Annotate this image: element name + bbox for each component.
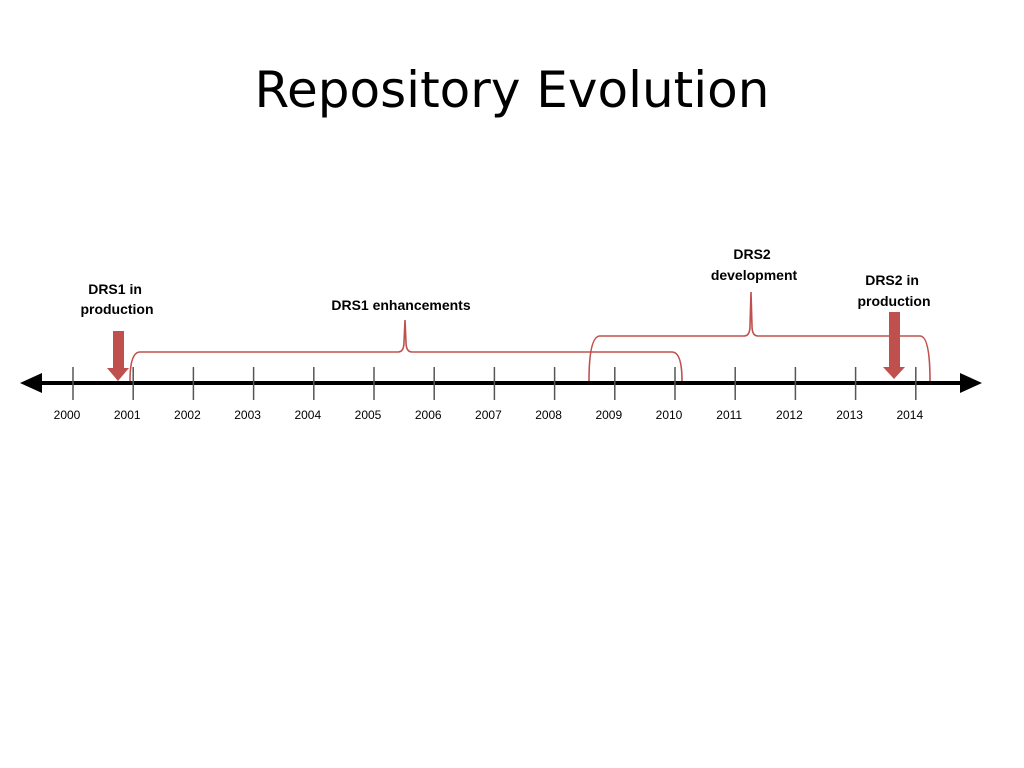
- drs2-down-arrow-icon: [883, 312, 905, 379]
- slide-title: Repository Evolution: [254, 61, 770, 119]
- drs2-development-label-line1: DRS2: [733, 246, 771, 262]
- year-label: 2003: [234, 408, 261, 422]
- axis-right-arrow: [960, 373, 982, 393]
- year-label: 2009: [595, 408, 622, 422]
- year-label: 2011: [716, 408, 742, 422]
- drs2-production-label-line1: DRS2 in: [865, 272, 919, 288]
- drs2-development-brace: [588, 291, 931, 382]
- drs1-enhancements-label: DRS1 enhancements: [331, 297, 470, 313]
- year-label: 2004: [294, 408, 321, 422]
- year-label: 2014: [896, 408, 923, 422]
- drs1-down-arrow-icon: [107, 331, 129, 381]
- year-label: 2007: [475, 408, 502, 422]
- year-label: 2005: [355, 408, 382, 422]
- drs2-production-marker: DRS2 in production: [857, 272, 931, 379]
- year-label: 2010: [656, 408, 683, 422]
- drs1-enhancements-brace: [129, 319, 683, 382]
- drs2-production-label: DRS2 in production: [857, 272, 930, 309]
- year-ticks: 2000 2001 2002 2003 2004 2005 2006 2007 2008 2009…: [54, 367, 923, 422]
- drs1-production-label: DRS1 in production: [80, 281, 153, 317]
- drs2-development-span: DRS2 development: [588, 246, 931, 382]
- drs1-enhancements-span: DRS1 enhancements: [129, 297, 683, 382]
- drs1-production-marker: DRS1 in production: [80, 281, 154, 381]
- year-label: 2002: [174, 408, 201, 422]
- axis-left-arrow: [20, 373, 42, 393]
- year-label: 2006: [415, 408, 442, 422]
- year-label: 2013: [836, 408, 863, 422]
- year-label: 2012: [776, 408, 803, 422]
- year-label: 2001: [114, 408, 141, 422]
- drs2-development-label-line2: development: [711, 267, 798, 283]
- drs1-production-label-line2: production: [80, 301, 153, 317]
- year-label: 2008: [535, 408, 562, 422]
- drs1-production-label-line1: DRS1 in: [88, 281, 142, 297]
- drs2-development-label: DRS2 development: [711, 246, 798, 283]
- year-label: 2000: [54, 408, 81, 422]
- drs2-production-label-line2: production: [857, 293, 930, 309]
